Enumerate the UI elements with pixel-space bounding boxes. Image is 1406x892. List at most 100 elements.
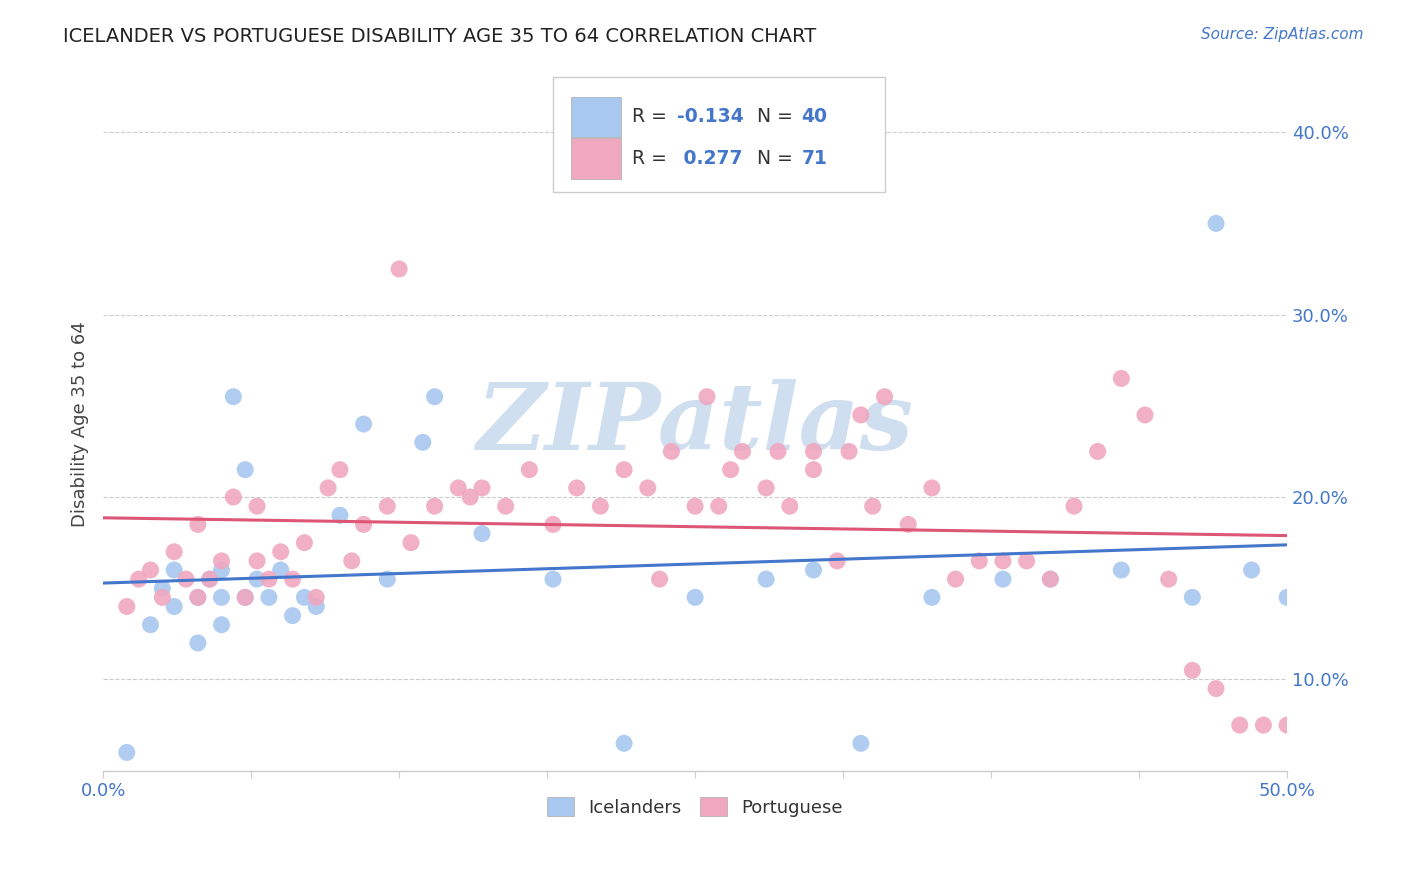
Point [696, 390, 718, 404]
Point [991, 554, 1014, 568]
Point [613, 736, 636, 750]
Point [316, 481, 339, 495]
Point [897, 517, 920, 532]
Point [187, 591, 209, 605]
Point [1205, 681, 1227, 696]
Point [803, 444, 825, 458]
Point [471, 526, 494, 541]
Point [375, 572, 398, 586]
Text: Source: ZipAtlas.com: Source: ZipAtlas.com [1201, 27, 1364, 42]
Point [423, 499, 446, 513]
Point [458, 490, 481, 504]
Point [1063, 499, 1085, 513]
Point [233, 591, 256, 605]
Point [222, 490, 245, 504]
Point [246, 499, 269, 513]
Point [1275, 718, 1298, 732]
Text: R =: R = [633, 149, 673, 168]
Point [648, 572, 671, 586]
Point [1229, 718, 1251, 732]
Point [399, 535, 422, 549]
Point [991, 572, 1014, 586]
Point [211, 591, 233, 605]
Point [150, 581, 173, 595]
Point [613, 463, 636, 477]
Point [375, 499, 398, 513]
FancyBboxPatch shape [571, 96, 620, 137]
Text: 0.277: 0.277 [678, 149, 742, 168]
Point [187, 636, 209, 650]
Point [683, 591, 706, 605]
Point [294, 535, 316, 549]
Point [115, 746, 138, 760]
Point [1181, 664, 1204, 678]
Point [211, 554, 233, 568]
Point [661, 444, 683, 458]
FancyBboxPatch shape [553, 78, 884, 192]
Point [921, 591, 943, 605]
Point [187, 591, 209, 605]
Point [198, 572, 221, 586]
Point [294, 591, 316, 605]
Point [423, 390, 446, 404]
Point [1039, 572, 1062, 586]
Point [707, 499, 730, 513]
Point [589, 499, 612, 513]
Y-axis label: Disability Age 35 to 64: Disability Age 35 to 64 [72, 321, 89, 527]
Point [115, 599, 138, 614]
Point [1015, 554, 1038, 568]
Point [257, 591, 280, 605]
Text: N =: N = [756, 149, 799, 168]
Point [211, 617, 233, 632]
Point [873, 390, 896, 404]
Point [329, 463, 352, 477]
Point [779, 499, 801, 513]
Point [471, 481, 494, 495]
Point [353, 517, 375, 532]
Point [198, 572, 221, 586]
Point [174, 572, 197, 586]
Point [541, 517, 564, 532]
Point [222, 390, 245, 404]
Point [849, 408, 872, 422]
Text: ZIPatlas: ZIPatlas [477, 379, 914, 469]
Point [1111, 371, 1133, 385]
Point [305, 591, 328, 605]
Point [517, 463, 540, 477]
Text: N =: N = [756, 107, 799, 127]
Point [1181, 591, 1204, 605]
Point [353, 417, 375, 431]
Point [305, 599, 328, 614]
Point [211, 563, 233, 577]
Point [683, 499, 706, 513]
Legend: Icelanders, Portuguese: Icelanders, Portuguese [540, 790, 851, 824]
Point [766, 444, 789, 458]
Point [1275, 591, 1298, 605]
Point [139, 617, 162, 632]
Point [388, 262, 411, 277]
Point [1039, 572, 1062, 586]
Point [281, 572, 304, 586]
Point [187, 517, 209, 532]
Point [921, 481, 943, 495]
Point [233, 591, 256, 605]
Point [1253, 718, 1275, 732]
Point [755, 481, 778, 495]
Point [139, 563, 162, 577]
Point [412, 435, 434, 450]
Text: R =: R = [633, 107, 673, 127]
Point [257, 572, 280, 586]
Point [967, 554, 990, 568]
Point [825, 554, 848, 568]
Point [755, 572, 778, 586]
Text: 71: 71 [801, 149, 828, 168]
Point [163, 545, 186, 559]
Text: ICELANDER VS PORTUGUESE DISABILITY AGE 35 TO 64 CORRELATION CHART: ICELANDER VS PORTUGUESE DISABILITY AGE 3… [63, 27, 817, 45]
Point [163, 563, 186, 577]
Point [163, 599, 186, 614]
Point [270, 545, 292, 559]
Point [803, 463, 825, 477]
Point [1087, 444, 1109, 458]
Point [1157, 572, 1180, 586]
Point [838, 444, 860, 458]
